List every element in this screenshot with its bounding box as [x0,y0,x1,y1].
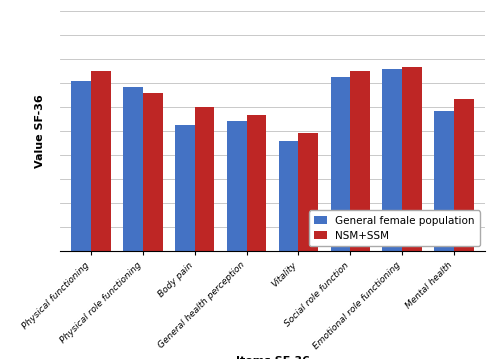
Bar [227,121,246,251]
Bar [278,141,298,251]
Legend: General female population, NSM+SSM: General female population, NSM+SSM [309,210,480,246]
Bar [195,107,214,251]
Bar [72,81,91,251]
Bar [298,133,318,251]
Bar [454,99,473,251]
Bar [382,69,402,251]
Bar [91,71,111,251]
Bar [402,67,422,251]
Bar [330,77,350,251]
Bar [434,111,454,251]
Bar [350,71,370,251]
Y-axis label: Value SF-36: Value SF-36 [34,94,44,168]
X-axis label: Items SF-36: Items SF-36 [236,356,310,359]
Bar [246,115,266,251]
Bar [123,87,143,251]
Bar [143,93,163,251]
Bar [175,125,195,251]
